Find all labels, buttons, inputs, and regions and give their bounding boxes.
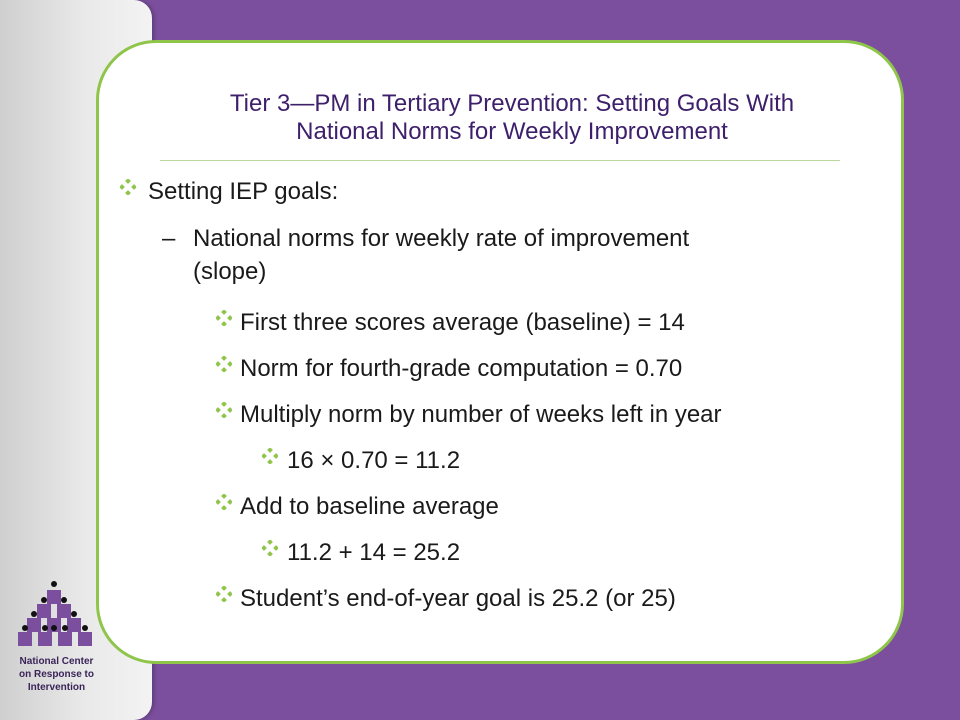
- org-name-line1: National Center: [19, 656, 94, 667]
- bullet-add-baseline: Add to baseline average: [240, 493, 499, 520]
- diamond-bullet-icon: [216, 494, 232, 510]
- bullet-add-calc: 11.2 + 14 = 25.2: [287, 539, 461, 566]
- dash-item-line1: National norms for weekly rate of improv…: [193, 225, 690, 252]
- slide-title: Tier 3—PM in Tertiary Prevention: Settin…: [132, 90, 892, 146]
- org-name: National Center on Response to Intervent…: [0, 655, 113, 694]
- title-divider: [160, 160, 840, 161]
- bullet-multiply-calc: 16 × 0.70 = 11.2: [287, 447, 461, 474]
- diamond-bullet-icon: [216, 586, 232, 602]
- bullet-multiply: Multiply norm by number of weeks left in…: [240, 401, 722, 428]
- content-card: [96, 40, 904, 664]
- diamond-bullet-icon: [216, 356, 232, 372]
- org-name-line3: Intervention: [27, 682, 86, 693]
- diamond-bullet-icon: [216, 402, 232, 418]
- diamond-bullet-icon: [120, 179, 136, 195]
- slide-title-line1: Tier 3—PM in Tertiary Prevention: Settin…: [229, 90, 795, 117]
- bullet-baseline: First three scores average (baseline) = …: [240, 309, 685, 336]
- bullet-setting-iep-goals: Setting IEP goals:: [148, 178, 339, 205]
- dash-item-line2: (slope): [193, 258, 267, 285]
- org-name-line2: on Response to: [18, 669, 94, 680]
- bullet-end-of-year-goal: Student’s end-of-year goal is 25.2 (or 2…: [240, 585, 676, 612]
- slide-title-line2: National Norms for Weekly Improvement: [296, 118, 728, 145]
- ncrti-logo: [18, 581, 92, 646]
- bullet-norm: Norm for fourth-grade computation = 0.70: [240, 355, 683, 382]
- diamond-bullet-icon: [262, 540, 278, 556]
- dash-marker: –: [162, 225, 176, 252]
- diamond-bullet-icon: [216, 310, 232, 326]
- diamond-bullet-icon: [262, 448, 278, 464]
